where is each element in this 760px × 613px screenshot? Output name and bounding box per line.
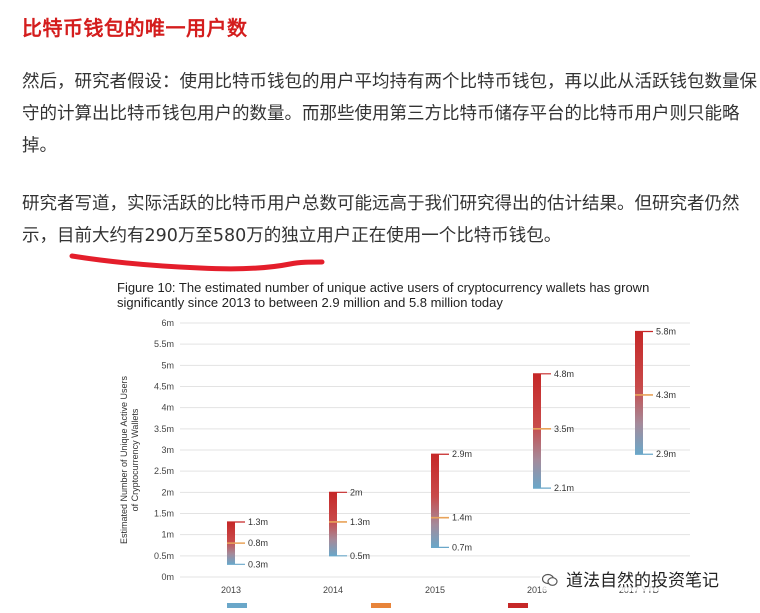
watermark-text: 道法自然的投资笔记 bbox=[566, 571, 719, 591]
high-data-label: 2.9m bbox=[452, 449, 472, 459]
mid-data-label: 0.8m bbox=[248, 538, 268, 548]
mid-data-label: 3.5m bbox=[554, 424, 574, 434]
y-tick-label: 6m bbox=[161, 318, 174, 328]
range-bar bbox=[635, 331, 643, 455]
range-bar bbox=[431, 454, 439, 548]
y-tick-label: 5.5m bbox=[154, 339, 174, 349]
y-axis-label-line2: of Cryptocurrency Wallets bbox=[130, 408, 140, 511]
mid-data-label: 1.4m bbox=[452, 513, 472, 523]
low-data-label: 0.3m bbox=[248, 559, 268, 569]
high-data-label: 1.3m bbox=[248, 517, 268, 527]
chart-bars: 1.3m 0.8m 0.3m 2m 1.3m 0.5m 2.9m 1.4m 0.7m 4.8m 3.… bbox=[227, 326, 676, 569]
y-tick-label: 0m bbox=[161, 572, 174, 582]
y-tick-label: 4m bbox=[161, 403, 174, 413]
y-tick-label: 1.5m bbox=[154, 509, 174, 519]
x-tick-label: 2015 bbox=[425, 585, 445, 595]
y-tick-label: 1m bbox=[161, 530, 174, 540]
range-bar bbox=[329, 492, 337, 556]
high-data-label: 4.8m bbox=[554, 369, 574, 379]
mid-data-label: 4.3m bbox=[656, 390, 676, 400]
y-tick-label: 3.5m bbox=[154, 424, 174, 434]
y-tick-label: 3m bbox=[161, 445, 174, 455]
y-tick-label: 2.5m bbox=[154, 466, 174, 476]
x-tick-label: 2016 bbox=[527, 585, 547, 595]
y-tick-label: 5m bbox=[161, 360, 174, 370]
low-data-label: 2.1m bbox=[554, 483, 574, 493]
high-data-label: 5.8m bbox=[656, 326, 676, 336]
y-tick-label: 0.5m bbox=[154, 551, 174, 561]
high-data-label: 2m bbox=[350, 487, 363, 497]
x-tick-label: 2014 bbox=[323, 585, 343, 595]
y-tick-label: 2m bbox=[161, 487, 174, 497]
watermark: 道法自然的投资笔记 bbox=[540, 566, 721, 591]
mid-data-label: 1.3m bbox=[350, 517, 370, 527]
y-axis-label: Estimated Number of Unique Active Users bbox=[119, 375, 129, 544]
paragraph-estimate: 研究者写道，实际活跃的比特币用户总数可能远高于我们研究得出的估计结果。但研究者仍… bbox=[22, 194, 740, 246]
y-axis-ticks: 0m 0.5m 1m 1.5m 2m 2.5m 3m 3.5m 4m 4.5m 5m 5.5m 6m bbox=[154, 318, 174, 582]
x-tick-label: 2013 bbox=[221, 585, 241, 595]
low-data-label: 0.5m bbox=[350, 551, 370, 561]
range-bar bbox=[533, 373, 541, 489]
wechat-icon bbox=[542, 573, 558, 586]
low-data-label: 0.7m bbox=[452, 542, 472, 552]
y-tick-label: 4.5m bbox=[154, 382, 174, 392]
paragraph-assumption: 然后，研究者假设：使用比特币钱包的用户平均持有两个比特币钱包，再以此从活跃钱包数… bbox=[22, 72, 757, 156]
bottom-color-strip bbox=[227, 603, 528, 608]
figure-caption: Figure 10: The estimated number of uniqu… bbox=[117, 280, 650, 310]
low-data-label: 2.9m bbox=[656, 449, 676, 459]
article-title: 比特币钱包的唯一用户数 bbox=[22, 16, 248, 40]
